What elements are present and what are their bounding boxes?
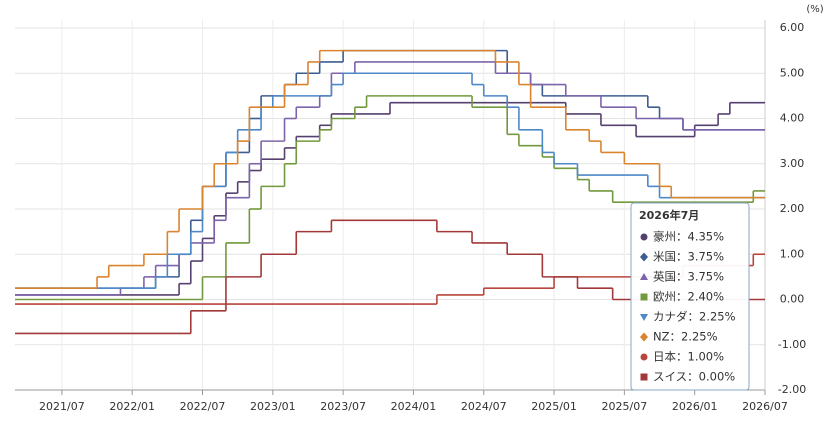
x-tick-label: 2022/07 (180, 400, 226, 413)
tooltip-row: 米国：3.75% (653, 250, 724, 264)
x-tick-label: 2026/01 (672, 400, 718, 413)
x-tick-label: 2024/07 (461, 400, 507, 413)
tooltip-row: 日本：1.00% (653, 350, 724, 364)
y-tick-label: 2.00 (780, 202, 805, 215)
y-tick-label: 6.00 (780, 21, 805, 34)
x-tick-label: 2023/07 (320, 400, 366, 413)
y-tick-label: 5.00 (780, 66, 805, 79)
tooltip-box (630, 202, 750, 391)
tooltip-row: スイス：0.00% (653, 370, 735, 384)
legend-marker (640, 314, 648, 321)
tooltip-row: 英国：3.75% (653, 270, 724, 284)
y-tick-label: 0.00 (780, 293, 805, 306)
y-tick-label: 4.00 (780, 112, 805, 125)
x-tick-label: 2026/07 (742, 400, 788, 413)
legend-marker (640, 353, 648, 361)
tooltip-row: 欧州：2.40% (653, 290, 724, 304)
tooltip-row: NZ：2.25% (653, 330, 718, 344)
legend-marker (640, 373, 648, 381)
y-tick-label: -1.00 (778, 338, 806, 351)
x-tick-label: 2025/01 (531, 400, 577, 413)
x-tick-label: 2021/07 (39, 400, 85, 413)
unit-label: (%) (806, 4, 823, 15)
x-tick-label: 2023/01 (250, 400, 296, 413)
tooltip-row: カナダ：2.25% (653, 310, 736, 324)
tooltip-title: 2026年7月 (639, 208, 699, 222)
legend-marker (640, 252, 648, 262)
legend-marker (640, 273, 648, 280)
legend-marker (640, 293, 648, 301)
y-tick-label: -2.00 (778, 383, 806, 396)
x-tick-label: 2024/01 (391, 400, 437, 413)
y-tick-label: 3.00 (780, 157, 805, 170)
x-tick-label: 2025/07 (602, 400, 648, 413)
x-tick-label: 2022/01 (109, 400, 155, 413)
y-tick-label: 1.00 (780, 247, 805, 260)
legend-marker (640, 233, 648, 241)
legend-marker (640, 332, 648, 342)
tooltip-row: 豪州：4.35% (653, 230, 724, 244)
